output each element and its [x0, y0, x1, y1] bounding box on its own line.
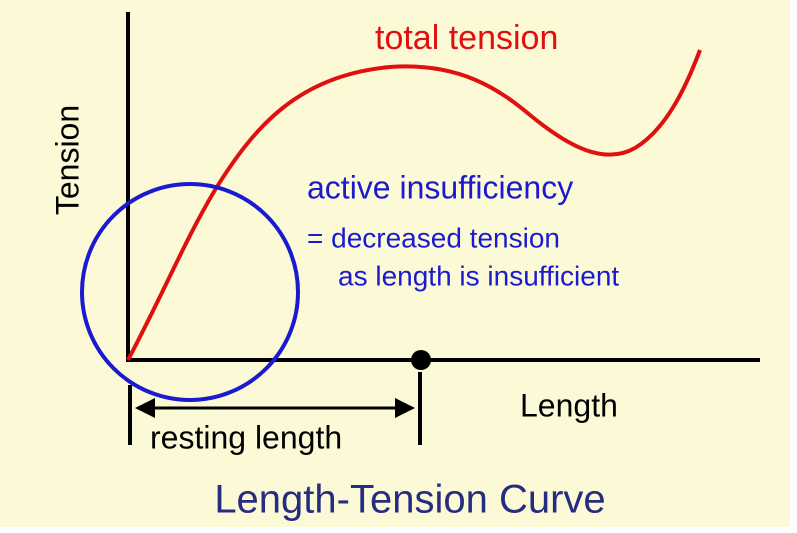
- annotation-heading: active insufficiency: [307, 169, 573, 205]
- tension-curve: [126, 49, 702, 361]
- curve-label: total tension: [375, 19, 558, 57]
- insufficiency-circle: [80, 182, 300, 402]
- annotation-line: as length is insufficient: [338, 260, 619, 291]
- arrow-head-right: [395, 398, 415, 418]
- title: Length-Tension Curve: [214, 478, 605, 522]
- arrow-head-left: [135, 398, 155, 418]
- resting-point: [411, 350, 431, 370]
- span-label: resting length: [150, 419, 342, 455]
- x-axis-label: Length: [520, 387, 618, 423]
- y-axis-label: Tension: [49, 105, 85, 215]
- annotation-line: = decreased tension: [307, 222, 560, 253]
